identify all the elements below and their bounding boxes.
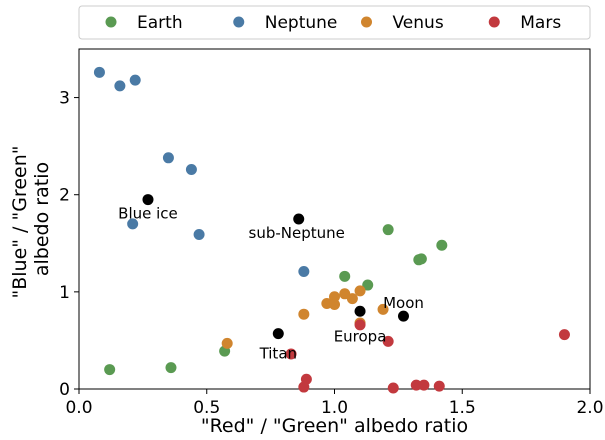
x-tick-label: 2.0 [576,398,603,418]
point-mars [285,348,297,360]
point-venus [221,337,233,349]
y-tick-label: 3 [59,89,70,109]
x-tick-label: 0.5 [193,398,220,418]
point-earth [104,364,116,376]
x-tick-label: 1.0 [321,398,348,418]
y-tick-label: 0 [59,380,70,400]
annotated-point-sub-neptune [293,213,305,225]
point-venus [346,293,358,305]
point-mars [354,319,366,331]
x-axis: 0.0 0.5 1.0 1.5 2.0 [65,389,604,418]
point-neptune [93,66,105,78]
point-venus [298,308,310,320]
point-mars [410,379,422,391]
point-neptune [298,265,310,277]
legend-marker-earth [105,16,117,28]
legend: Earth Neptune Venus Mars [78,5,591,40]
point-neptune [114,80,126,92]
point-mars [418,379,430,391]
point-earth [339,270,351,282]
annotation-label-europa: Europa [334,327,387,345]
series-group [93,66,570,394]
annotation-label-titan: Titan [259,345,297,363]
legend-frame [78,5,591,40]
point-earth [436,239,448,251]
legend-label-venus: Venus [393,13,444,33]
x-tick-label: 1.5 [449,398,476,418]
x-tick-label: 0.0 [65,398,92,418]
legend-label-neptune: Neptune [265,13,338,33]
annotations: Blue ice sub-Neptune Moon Europa Titan [118,194,424,363]
legend-marker-neptune [233,16,245,28]
y-tick-label: 1 [59,283,70,303]
point-venus [329,291,340,303]
legend-label-earth: Earth [137,13,183,33]
point-venus [329,298,340,310]
legend-label-mars: Mars [520,13,561,33]
annotated-point-europa [354,305,366,317]
annotated-point-titan [272,328,284,340]
point-neptune [162,152,174,164]
point-mars [558,329,570,341]
annotation-label-moon: Moon [383,294,424,312]
point-earth [382,224,394,236]
y-axis-label-line-2: albedo ratio [31,162,53,276]
point-neptune [185,163,197,175]
x-axis-label: "Red" / "Green" albedo ratio [201,415,468,437]
point-venus [377,303,389,315]
y-axis-label-line-1: "Blue" / "Green" [9,146,31,299]
y-axis: 0 1 2 3 [59,89,79,400]
point-mars [382,335,394,347]
point-earth [415,253,427,265]
point-mars [433,380,445,392]
point-neptune [193,229,205,241]
point-earth [165,362,177,374]
point-earth [362,279,374,291]
point-neptune [129,74,141,86]
legend-marker-venus [361,16,372,28]
legend-marker-mars [488,16,500,28]
point-mars [387,382,399,394]
y-axis-label: "Blue" / "Green" albedo ratio [9,139,53,298]
point-neptune [127,218,139,230]
point-venus [354,285,366,297]
annotated-point-blue-ice [142,194,154,206]
annotation-label-sub-neptune: sub-Neptune [249,224,345,242]
annotated-point-moon [397,310,409,322]
annotation-label-blue-ice: Blue ice [118,205,178,223]
y-tick-label: 2 [59,186,70,206]
point-mars [300,373,312,385]
